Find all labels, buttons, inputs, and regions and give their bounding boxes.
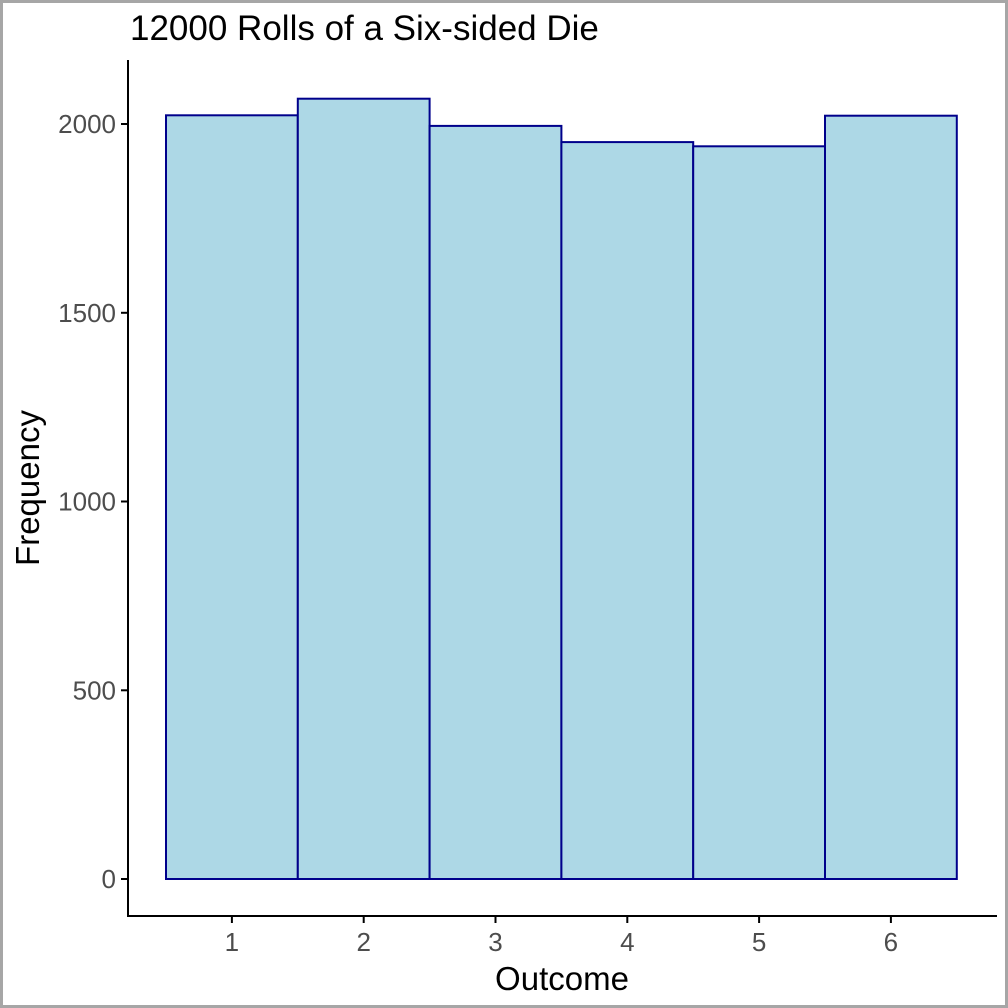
y-tick-label: 0 xyxy=(102,864,116,894)
x-tick-label: 2 xyxy=(356,927,370,957)
y-tick-label: 1500 xyxy=(58,298,116,328)
x-tick-label: 3 xyxy=(488,927,502,957)
bar-outcome-3 xyxy=(428,124,563,880)
x-tick-label: 1 xyxy=(225,927,239,957)
y-tick-label: 2000 xyxy=(58,109,116,139)
x-axis-title: Outcome xyxy=(495,960,629,997)
bar-outcome-5 xyxy=(692,145,827,881)
y-tick-label: 1000 xyxy=(58,487,116,517)
bar-outcome-2 xyxy=(296,97,431,880)
y-ticks-group: 0 500 1000 1500 2000 xyxy=(58,109,128,894)
bar-outcome-6 xyxy=(824,114,958,880)
bar-outcome-1 xyxy=(165,114,299,881)
bar-outcome-4 xyxy=(560,141,695,881)
y-tick-label: 500 xyxy=(73,675,116,705)
x-tick-label: 5 xyxy=(752,927,766,957)
bars-group xyxy=(165,97,958,881)
x-tick-label: 6 xyxy=(884,927,898,957)
x-tick-label: 4 xyxy=(620,927,634,957)
x-ticks-group: 1 2 3 4 5 6 xyxy=(225,916,898,957)
chart-title: 12000 Rolls of a Six-sided Die xyxy=(130,9,599,48)
y-axis-title: Frequency xyxy=(9,410,46,566)
